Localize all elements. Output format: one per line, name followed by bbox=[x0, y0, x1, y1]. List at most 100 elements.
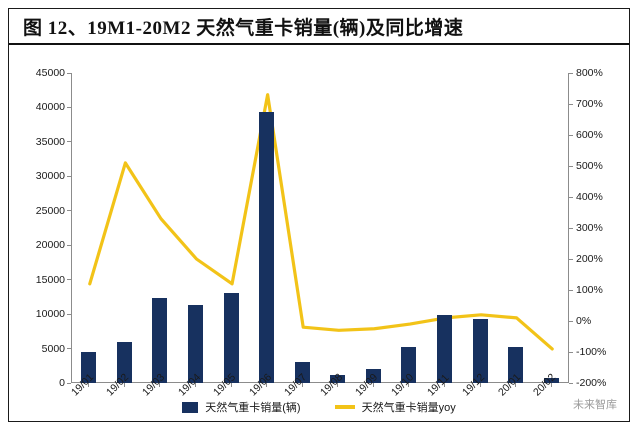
bar-19-02 bbox=[116, 342, 132, 383]
y-right-tick-mark bbox=[569, 320, 573, 322]
legend-label-bar: 天然气重卡销量(辆) bbox=[205, 402, 301, 414]
chart-legend: 天然气重卡销量(辆) 天然气重卡销量yoy bbox=[9, 399, 629, 415]
bar-19-07 bbox=[294, 362, 310, 383]
x-axis-tick-mark bbox=[550, 383, 552, 387]
x-axis-tick-mark bbox=[337, 383, 339, 387]
y-left-tick-label: 0 bbox=[59, 377, 65, 389]
legend-item-line: 天然气重卡销量yoy bbox=[334, 399, 456, 415]
y-left-tick-mark bbox=[67, 141, 71, 143]
x-axis-tick-mark bbox=[195, 383, 196, 387]
y-left-tick-mark bbox=[67, 382, 71, 384]
y-right-tick-label: 500% bbox=[576, 160, 603, 172]
x-axis-tick-label: 19/04 bbox=[175, 371, 203, 399]
x-axis-tick-label: 19/02 bbox=[104, 371, 132, 399]
bars-layer bbox=[71, 73, 569, 383]
bar-19-01 bbox=[81, 352, 97, 383]
y-right-tick-label: 400% bbox=[576, 191, 603, 203]
x-axis-tick-label: 19/06 bbox=[246, 371, 274, 399]
x-axis-tick-label: 20/02 bbox=[531, 371, 559, 399]
y-right-tick-mark bbox=[569, 289, 573, 291]
y-left-tick-label: 10000 bbox=[35, 308, 65, 321]
y-right-tick-mark bbox=[569, 196, 573, 198]
x-axis-tick-mark bbox=[230, 383, 232, 387]
y-right-tick-mark bbox=[569, 227, 573, 229]
x-axis-tick-label: 19/08 bbox=[317, 371, 345, 399]
y-left-tick-mark bbox=[67, 72, 71, 74]
bar-19-06 bbox=[259, 112, 275, 383]
x-axis-tick-label: 19/05 bbox=[211, 371, 239, 399]
y-left-tick-mark bbox=[67, 313, 71, 315]
x-axis-tick-mark bbox=[159, 383, 161, 387]
y-left-tick-label: 45000 bbox=[35, 67, 65, 79]
chart-canvas: 0 5000 10000 15000 20000 25000 30000 35000 40000… bbox=[9, 47, 629, 421]
x-axis-tick-label: 19/10 bbox=[388, 371, 416, 399]
x-axis-tick-label: 19/09 bbox=[353, 371, 381, 399]
x-axis-tick-label: 19/03 bbox=[139, 371, 167, 399]
y-right-tick-mark bbox=[569, 382, 573, 384]
page-title: 图 12、19M1-20M2 天然气重卡销量(辆)及同比增速 bbox=[23, 17, 464, 39]
x-axis-tick-label: 19/11 bbox=[424, 371, 452, 399]
legend-item-bar: 天然气重卡销量(辆) bbox=[182, 399, 301, 415]
y-right-tick-label: -200% bbox=[576, 377, 607, 389]
y-left-tick-label: 25000 bbox=[35, 204, 65, 217]
y-left-tick-mark bbox=[67, 106, 71, 108]
bar-19-12 bbox=[472, 318, 488, 383]
x-axis-tick-label: 19/12 bbox=[460, 371, 488, 399]
bar-19-11 bbox=[437, 314, 452, 383]
y-left-tick-mark bbox=[67, 348, 71, 350]
y-right-tick-label: 300% bbox=[576, 222, 603, 234]
y-right-tick-label: 200% bbox=[576, 253, 603, 265]
y-right-tick-label: 0% bbox=[576, 315, 592, 327]
x-axis-tick-mark bbox=[88, 383, 90, 387]
bar-19-09 bbox=[365, 368, 381, 383]
y-left-tick-label: 20000 bbox=[35, 239, 65, 252]
bar-19-08 bbox=[330, 374, 346, 383]
x-axis: 19/01 19/02 19/03 19/04 19/05 19/06 19/07 19/08… bbox=[9, 47, 629, 421]
x-axis-tick-mark bbox=[372, 383, 374, 387]
y-right-tick-label: -100% bbox=[576, 346, 607, 358]
y-right-tick-mark bbox=[569, 165, 573, 167]
x-axis-tick-mark bbox=[408, 383, 410, 387]
x-axis-tick-mark bbox=[515, 383, 517, 387]
legend-label-line: 天然气重卡销量yoy bbox=[361, 402, 456, 414]
bar-19-04 bbox=[188, 305, 203, 383]
x-axis-tick-mark bbox=[123, 383, 125, 387]
legend-swatch-bar-icon bbox=[182, 401, 199, 413]
x-axis-tick-label: 19/07 bbox=[282, 371, 310, 399]
x-axis-tick-mark bbox=[444, 383, 445, 387]
y-right-tick-label: 100% bbox=[576, 284, 603, 296]
y-left-tick-label: 35000 bbox=[35, 135, 65, 148]
x-axis-tick-label: 20/01 bbox=[495, 371, 523, 399]
y-left-tick-mark bbox=[67, 175, 71, 177]
y-right-tick-label: 600% bbox=[576, 129, 603, 141]
bar-19-05 bbox=[223, 292, 239, 383]
figure-title-bar: 图 12、19M1-20M2 天然气重卡销量(辆)及同比增速 bbox=[9, 9, 629, 45]
x-axis-tick-mark bbox=[266, 383, 268, 387]
x-axis-tick-mark bbox=[301, 383, 303, 387]
y-left-tick-mark bbox=[67, 279, 71, 281]
y-right-tick-label: 800% bbox=[576, 67, 603, 79]
x-axis-tick-mark bbox=[479, 383, 481, 387]
y-right-tick-mark bbox=[569, 72, 573, 74]
y-right-tick-mark bbox=[569, 258, 573, 260]
legend-swatch-line-icon bbox=[334, 405, 355, 409]
bar-19-10 bbox=[401, 346, 417, 383]
y-left-tick-label: 5000 bbox=[41, 342, 65, 355]
y-left-tick-label: 40000 bbox=[35, 101, 65, 114]
bar-20-01 bbox=[508, 346, 524, 383]
y-left-tick-mark bbox=[67, 210, 71, 212]
x-axis-tick-label: 19/01 bbox=[68, 371, 96, 399]
y-right-tick-mark bbox=[569, 134, 573, 136]
watermark-text: 未来智库 bbox=[573, 399, 617, 411]
y-axis-left: 0 5000 10000 15000 20000 25000 30000 35000 40000… bbox=[9, 47, 629, 421]
y-axis-right: -200% -100% 0% 100% 200% 300% 400% 500% 600% 700%… bbox=[9, 47, 629, 421]
y-left-tick-label: 15000 bbox=[35, 273, 65, 286]
y-right-tick-label: 700% bbox=[576, 98, 603, 110]
y-right-tick-mark bbox=[569, 103, 573, 105]
bar-19-03 bbox=[152, 297, 168, 383]
y-left-tick-label: 30000 bbox=[35, 170, 65, 183]
y-right-tick-mark bbox=[569, 351, 573, 353]
bar-20-02 bbox=[543, 377, 559, 383]
y-left-tick-mark bbox=[67, 244, 71, 246]
